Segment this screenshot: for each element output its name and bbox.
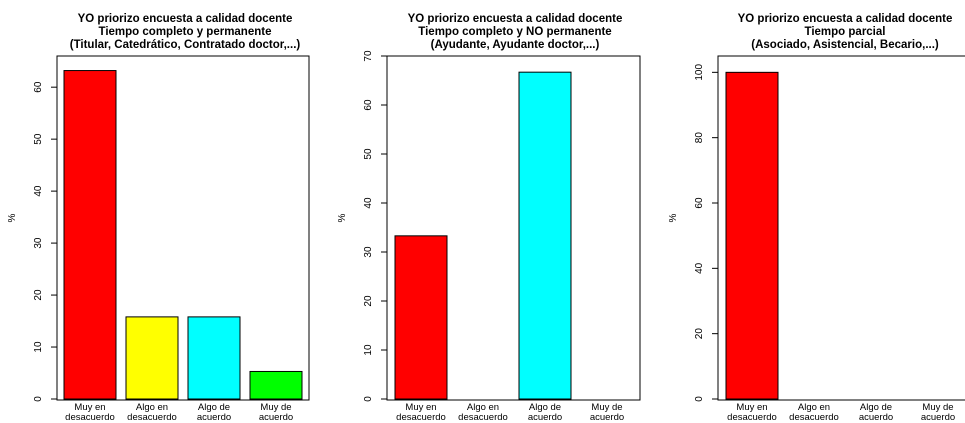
category-label: Muy en [74, 402, 105, 413]
category-label: Muy en [405, 402, 436, 413]
y-tick-label: 10 [33, 341, 44, 353]
y-tick-label: 40 [363, 197, 374, 209]
category-label: Algo en [136, 402, 168, 413]
chart-title-line: Tiempo completo y permanente [99, 26, 272, 38]
category-label: desacuerdo [458, 412, 508, 423]
y-tick-label: 40 [33, 185, 44, 197]
y-tick-label: 60 [694, 197, 705, 209]
y-tick-label: 50 [363, 148, 374, 160]
category-label: Algo de [198, 402, 230, 413]
chart-title-line: (Ayudante, Ayudante doctor,...) [431, 39, 600, 51]
y-tick-label: 100 [694, 64, 705, 81]
category-label: acuerdo [197, 412, 231, 423]
bar-muy-de-acuerdo [249, 370, 303, 400]
y-tick-label: 20 [363, 295, 374, 307]
chart-title-line: (Asociado, Asistencial, Becario,...) [751, 39, 939, 51]
category-label: desacuerdo [727, 412, 777, 423]
plot-frame [717, 55, 965, 401]
bar-muy-en-desacuerdo [63, 70, 117, 400]
y-tick-label: 20 [694, 328, 705, 340]
chart-title-line: YO priorizo encuesta a calidad docente [408, 13, 623, 25]
chart-title-line: YO priorizo encuesta a calidad docente [78, 13, 293, 25]
category-label: Algo de [529, 402, 561, 413]
category-label: acuerdo [590, 412, 624, 423]
y-axis-label: % [337, 213, 348, 222]
y-tick-label: 10 [363, 344, 374, 356]
category-label: Muy en [736, 402, 767, 413]
category-label: desacuerdo [396, 412, 446, 423]
chart-title-line: Tiempo parcial [805, 26, 886, 38]
category-label: Algo en [798, 402, 830, 413]
plot-frame [386, 55, 641, 401]
y-tick-label: 0 [694, 396, 705, 402]
y-tick-label: 30 [33, 237, 44, 249]
y-tick-label: 50 [33, 133, 44, 145]
y-tick-label: 0 [363, 396, 374, 402]
chart-title-line: Tiempo completo y NO permanente [418, 26, 611, 38]
category-label: Algo en [467, 402, 499, 413]
y-tick-label: 60 [33, 81, 44, 93]
y-tick-label: 80 [694, 132, 705, 144]
y-tick-label: 60 [363, 99, 374, 111]
bar-algo-de-acuerdo [518, 71, 572, 400]
category-label: acuerdo [528, 412, 562, 423]
y-tick-label: 0 [33, 396, 44, 402]
category-label: Muy de [922, 402, 953, 413]
chart-title-line: (Titular, Catedrático, Contratado doctor… [70, 39, 301, 51]
category-label: Muy de [591, 402, 622, 413]
y-tick-label: 30 [363, 246, 374, 258]
bar-algo-de-acuerdo [187, 316, 241, 400]
category-label: acuerdo [859, 412, 893, 423]
category-label: desacuerdo [789, 412, 839, 423]
bar-algo-en-desacuerdo [125, 316, 179, 400]
y-tick-label: 20 [33, 289, 44, 301]
category-label: acuerdo [259, 412, 293, 423]
category-label: acuerdo [921, 412, 955, 423]
category-label: Muy de [260, 402, 291, 413]
category-label: desacuerdo [65, 412, 115, 423]
y-axis-label: % [7, 213, 18, 222]
chart-title-line: YO priorizo encuesta a calidad docente [738, 13, 953, 25]
y-tick-label: 40 [694, 262, 705, 274]
category-label: Algo de [860, 402, 892, 413]
category-label: desacuerdo [127, 412, 177, 423]
bar-muy-en-desacuerdo [394, 235, 448, 400]
plot-frame [56, 55, 310, 401]
y-axis-label: % [668, 213, 679, 222]
y-tick-label: 70 [363, 50, 374, 62]
bar-muy-en-desacuerdo [725, 71, 779, 400]
